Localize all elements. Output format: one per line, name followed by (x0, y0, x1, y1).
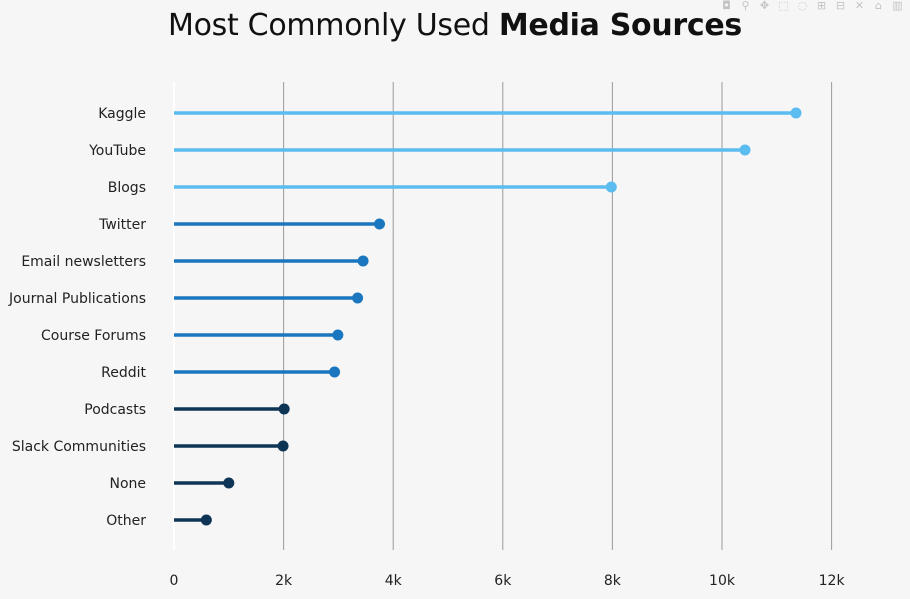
zoom-out-icon[interactable]: ⊟ (835, 0, 846, 12)
pan-icon[interactable]: ✥ (759, 0, 770, 12)
zoom-icon[interactable]: ⚲ (741, 0, 750, 12)
lollipop-point[interactable] (332, 329, 344, 341)
lasso-icon[interactable]: ◌ (797, 0, 808, 12)
y-category-label: Journal Publications (8, 291, 146, 307)
x-tick-label: 10k (709, 573, 736, 589)
x-tick-label: 12k (819, 573, 846, 589)
modebar: ◘ ⚲ ✥ ⬚ ◌ ⊞ ⊟ ✕ ⌂ ▥ (720, 0, 904, 12)
chart-title-bold: Media Sources (498, 8, 742, 43)
lollipop-point[interactable] (739, 144, 751, 156)
y-category-label: Slack Communities (12, 439, 146, 455)
y-category-label: None (109, 476, 146, 492)
lollipop-point[interactable] (374, 218, 385, 230)
plotly-logo-icon[interactable]: ▥ (892, 0, 903, 12)
y-category-label: Email newsletters (21, 254, 146, 270)
lollipop-point[interactable] (790, 107, 802, 119)
y-category-label: Other (106, 513, 146, 529)
x-tick-label: 8k (604, 573, 622, 589)
x-tick-label: 2k (275, 573, 293, 589)
x-tick-label: 4k (385, 573, 403, 589)
autoscale-icon[interactable]: ✕ (854, 0, 865, 12)
camera-icon[interactable]: ◘ (722, 0, 731, 12)
y-category-label: Podcasts (84, 402, 146, 418)
lollipop-point[interactable] (223, 477, 235, 489)
reset-axes-icon[interactable]: ⌂ (875, 0, 882, 12)
x-tick-label: 0 (170, 573, 179, 589)
chart-title: Most Commonly Used Media Sources (0, 8, 910, 43)
lollipop-point[interactable] (329, 366, 341, 378)
x-tick-label: 6k (494, 573, 512, 589)
y-category-label: Reddit (101, 365, 146, 381)
y-category-label: Blogs (108, 180, 146, 196)
y-category-label: Kaggle (98, 106, 146, 122)
lollipop-point[interactable] (357, 255, 369, 267)
lollipop-point[interactable] (200, 514, 212, 526)
chart-title-regular: Most Commonly Used (168, 8, 499, 43)
lollipop-point[interactable] (352, 292, 364, 304)
y-category-label: Course Forums (41, 328, 146, 344)
box-select-icon[interactable]: ⬚ (778, 0, 789, 12)
y-category-label: YouTube (88, 143, 146, 159)
lollipop-point[interactable] (278, 403, 290, 415)
y-category-label: Twitter (98, 217, 146, 233)
zoom-in-icon[interactable]: ⊞ (816, 0, 827, 12)
lollipop-point[interactable] (605, 181, 617, 193)
lollipop-point[interactable] (277, 440, 289, 452)
